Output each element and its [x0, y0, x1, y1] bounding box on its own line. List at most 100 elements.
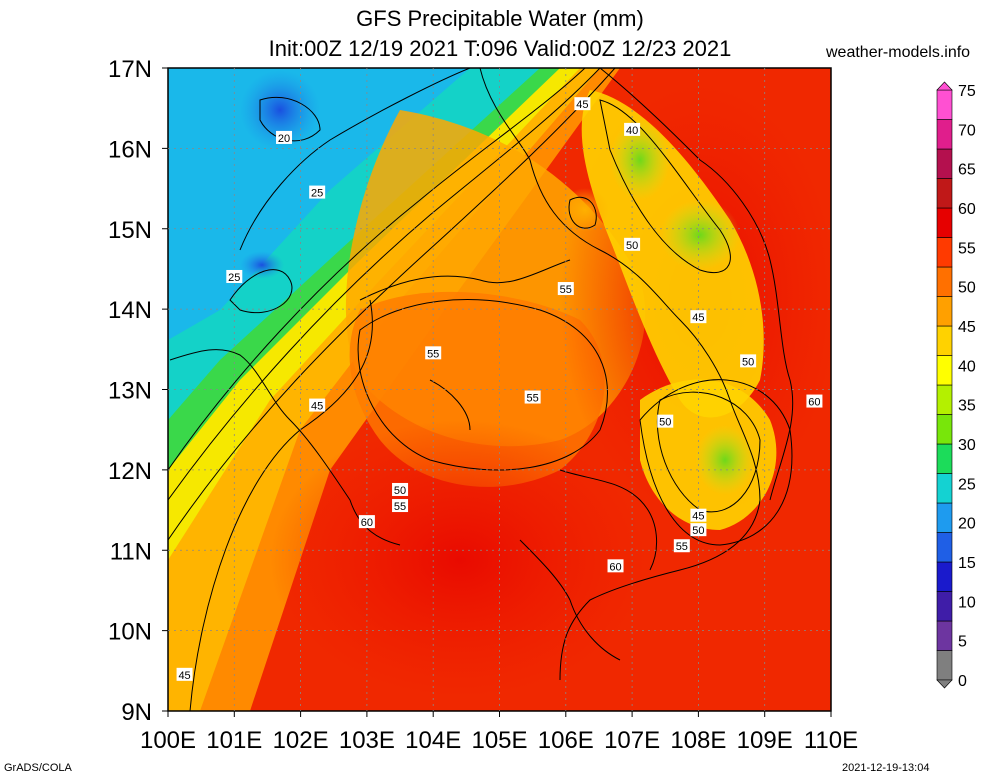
lat-tick-label: 17N	[108, 56, 152, 83]
colorbar-label: 60	[958, 201, 976, 218]
colorbar-label: 50	[958, 280, 976, 297]
colorbar-segment	[936, 443, 953, 474]
contour-label: 50	[690, 523, 707, 537]
svg-text:45: 45	[311, 401, 323, 413]
lat-tick-label: 13N	[108, 378, 152, 405]
colorbar-segment	[936, 532, 953, 563]
contour-label: 50	[657, 414, 674, 429]
colorbar-label: 70	[958, 122, 976, 139]
graticule	[168, 68, 831, 711]
colorbar-segment	[936, 119, 953, 150]
colorbar-label: 40	[958, 358, 976, 375]
colorbar-label: 5	[958, 634, 967, 651]
svg-text:40: 40	[626, 125, 638, 137]
colorbar-label: 25	[958, 476, 976, 493]
svg-text:25: 25	[311, 188, 323, 200]
colorbar-label: 0	[958, 673, 967, 690]
colorbar-segment	[936, 355, 953, 386]
lat-tick-label: 15N	[108, 217, 152, 244]
contour-label: 60	[358, 515, 375, 529]
colorbar-top-arrow	[936, 81, 953, 91]
colorbar-label: 30	[958, 437, 976, 454]
colorbar-segment	[936, 237, 953, 268]
contour-lines	[168, 68, 793, 711]
lon-tick-label: 110E	[804, 727, 858, 754]
lon-axis: 100E 101E 102E 103E 104E 105E 106E 107E 108E 109E…	[140, 711, 858, 754]
chart-title: GFS Precipitable Water (mm)	[356, 6, 644, 31]
svg-text:55: 55	[427, 348, 439, 360]
contour-label: 45	[176, 667, 193, 682]
lon-tick-label: 105E	[471, 727, 527, 754]
svg-text:55: 55	[560, 284, 572, 296]
colorbar-segment	[936, 89, 953, 120]
contour-label: 55	[425, 346, 442, 360]
contour-label: 50	[392, 482, 409, 497]
lon-tick-label: 103E	[339, 727, 395, 754]
lat-tick-label: 12N	[108, 458, 152, 485]
colorbar-segment	[936, 620, 953, 651]
svg-text:50: 50	[394, 485, 406, 497]
contour-label: 45	[690, 310, 707, 324]
contour-label: 45	[574, 97, 591, 111]
contour-label-layer: 20 25 25 45 40 50 55 45 55 50 55 60 45 50 50 55 60 45 50 55…	[176, 97, 823, 682]
colorbar-segment	[936, 384, 953, 415]
colorbar-segment	[936, 296, 953, 327]
svg-text:50: 50	[742, 356, 754, 368]
contour-label: 60	[806, 394, 823, 409]
colorbar-label: 20	[958, 516, 976, 533]
colorbar-segment	[936, 414, 953, 445]
colorbar-label: 10	[958, 594, 976, 611]
lat-tick-label: 14N	[108, 297, 152, 324]
colorbar-segment	[936, 207, 953, 238]
lon-tick-label: 109E	[737, 727, 793, 754]
colorbar-segment	[936, 325, 953, 356]
chart-subtitle: Init:00Z 12/19 2021 T:096 Valid:00Z 12/2…	[268, 36, 732, 61]
colorbar-segment	[936, 266, 953, 297]
lon-tick-label: 107E	[604, 727, 660, 754]
lon-tick-label: 101E	[206, 727, 262, 754]
svg-text:45: 45	[178, 670, 190, 682]
colorbar-segment	[936, 591, 953, 622]
colorbar: 0 5 10 15 20 25 30 35 40 45 50 55 60 65 70 75	[936, 81, 976, 690]
footer-timestamp: 2021-12-19-13:04	[842, 762, 930, 774]
colorbar-label: 15	[958, 555, 976, 572]
contour-label: 55	[392, 499, 409, 513]
lon-tick-label: 102E	[273, 727, 329, 754]
colorbar-label: 65	[958, 162, 976, 179]
colorbar-segment	[936, 502, 953, 533]
svg-text:20: 20	[278, 133, 290, 145]
colorbar-label: 75	[958, 83, 976, 100]
lon-tick-label: 100E	[140, 727, 196, 754]
site-label: weather-models.info	[826, 44, 971, 61]
colorbar-segment	[936, 473, 953, 504]
coastline-borders	[169, 68, 794, 681]
svg-text:55: 55	[676, 541, 688, 553]
svg-text:50: 50	[692, 525, 704, 537]
svg-text:45: 45	[692, 312, 704, 324]
colorbar-segment	[936, 561, 953, 592]
svg-text:50: 50	[626, 240, 638, 252]
colorbar-segment	[936, 178, 953, 209]
contour-label: 55	[673, 539, 690, 553]
lon-tick-label: 106E	[538, 727, 594, 754]
lat-axis: 17N 16N 15N 14N 13N 12N 11N 10N 9N	[108, 56, 168, 726]
colorbar-label: 55	[958, 240, 976, 257]
svg-text:60: 60	[609, 561, 621, 573]
colorbar-label: 45	[958, 319, 976, 336]
footer-credit: GrADS/COLA	[4, 762, 72, 774]
contour-label: 55	[524, 390, 541, 405]
svg-text:45: 45	[576, 99, 588, 111]
svg-text:45: 45	[692, 511, 704, 523]
colorbar-label: 35	[958, 398, 976, 415]
lat-tick-label: 16N	[108, 136, 152, 163]
svg-text:55: 55	[394, 501, 406, 513]
contour-label: 20	[276, 130, 293, 145]
lat-tick-label: 10N	[108, 619, 152, 646]
contour-label: 25	[309, 185, 326, 200]
contour-label: 45	[690, 508, 707, 523]
contour-label: 40	[624, 122, 641, 137]
svg-text:55: 55	[527, 393, 539, 405]
colorbar-segment	[936, 650, 953, 681]
svg-text:60: 60	[808, 397, 820, 409]
